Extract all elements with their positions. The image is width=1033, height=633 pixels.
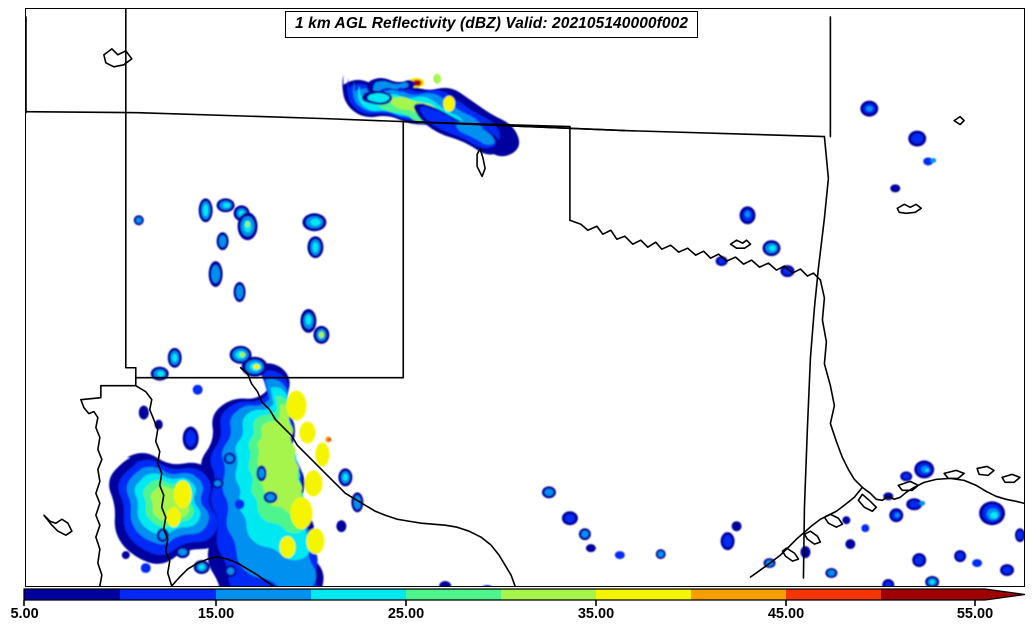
- echo-core: [290, 497, 313, 530]
- coastline: [749, 486, 864, 578]
- river: [43, 514, 73, 536]
- state-boundary: [802, 135, 830, 579]
- colorbar-band: [24, 589, 120, 600]
- barrier-island: [857, 493, 878, 513]
- echo-core: [327, 437, 331, 442]
- reflectivity-echo-layer: [109, 73, 1024, 586]
- echo-core: [279, 536, 296, 559]
- colorbar-tick-label: 5.00: [10, 606, 39, 622]
- colorbar-tick-label: 55.00: [956, 606, 994, 622]
- barrier-island: [976, 465, 995, 477]
- state-boundary: [134, 120, 405, 379]
- echo-group-scattered-nm: [121, 198, 364, 578]
- colorbar-swatches: [23, 588, 1026, 606]
- echo-core: [443, 95, 456, 112]
- international-border: [134, 384, 173, 586]
- map-panel: [25, 8, 1025, 587]
- colorbar-band: [120, 589, 216, 600]
- barrier-island: [897, 480, 920, 492]
- echo-region: [257, 404, 304, 515]
- state-boundary: [569, 219, 822, 281]
- colorbar-band: [786, 589, 881, 600]
- coastline: [861, 477, 1024, 505]
- colorbar-band: [596, 589, 691, 600]
- echo-core: [286, 390, 307, 421]
- lake: [103, 48, 133, 68]
- colorbar-tick-label: 15.00: [197, 606, 235, 622]
- plot-title: 1 km AGL Reflectivity (dBZ) Valid: 20210…: [285, 11, 699, 38]
- echo-core: [433, 73, 442, 84]
- echo-group-scattered-tx: [439, 100, 937, 586]
- international-border: [239, 366, 516, 586]
- echo-core: [166, 507, 181, 528]
- state-boundary: [80, 376, 137, 401]
- echo-region: [367, 93, 390, 103]
- river: [476, 147, 486, 178]
- map-canvas: [26, 9, 1024, 586]
- international-border: [80, 398, 103, 586]
- state-boundary: [819, 279, 864, 489]
- echo-core: [306, 528, 325, 555]
- barrier-island: [823, 513, 844, 529]
- colorbar-band: [881, 589, 985, 600]
- state-boundary: [26, 110, 626, 132]
- geographic-boundary-layer: [26, 9, 1024, 586]
- barrier-island: [1001, 473, 1021, 484]
- colorbar-band: [216, 589, 311, 600]
- colorbar-outline: [23, 588, 1026, 601]
- state-boundary: [125, 111, 137, 369]
- echo-region: [373, 81, 409, 92]
- colorbar-tick-label: 35.00: [577, 606, 615, 622]
- echo-group-gulf-coast: [842, 460, 1024, 586]
- colorbar-extend-arrow: [985, 589, 1025, 600]
- river: [953, 115, 965, 126]
- colorbar-band: [406, 589, 501, 600]
- colorbar-band: [501, 589, 596, 600]
- state-boundary: [402, 120, 571, 128]
- echo-core: [173, 480, 192, 509]
- echo-region: [456, 120, 495, 145]
- echo-core: [315, 442, 330, 467]
- colorbar-tick-label: 45.00: [767, 606, 805, 622]
- barrier-island: [943, 469, 965, 480]
- colorbar-band: [311, 589, 406, 600]
- colorbar: 5.00 15.00 25.00 35.00 45.00 55.00: [0, 586, 1033, 633]
- international-border: [170, 556, 275, 586]
- echo-core: [299, 421, 316, 444]
- colorbar-bands: [24, 589, 985, 600]
- echo-core: [414, 80, 421, 86]
- lake: [729, 239, 752, 249]
- lake: [896, 203, 923, 215]
- colorbar-ticks: [23, 600, 976, 606]
- colorbar-band: [691, 589, 786, 600]
- barrier-island: [803, 530, 822, 545]
- colorbar-tick-label: 25.00: [387, 606, 425, 622]
- echo-core: [304, 470, 323, 497]
- barrier-island: [781, 547, 800, 562]
- echo-region: [397, 87, 403, 93]
